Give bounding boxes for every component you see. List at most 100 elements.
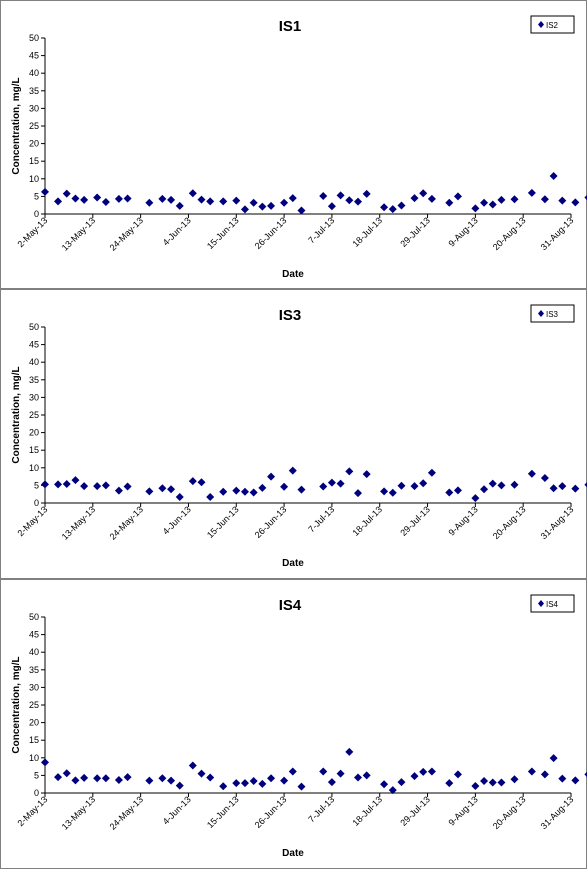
data-point <box>419 767 428 776</box>
data-point <box>297 782 306 791</box>
data-point <box>480 198 489 207</box>
data-point <box>206 197 215 206</box>
data-point <box>93 774 102 783</box>
data-point <box>453 770 462 779</box>
data-point <box>488 778 497 787</box>
data-point <box>497 778 506 787</box>
data-point <box>397 778 406 787</box>
data-point <box>175 493 184 502</box>
data-point <box>101 774 110 783</box>
y-tick-label: 25 <box>29 121 39 131</box>
data-point <box>353 773 362 782</box>
x-tick-label: 18-Jul-13 <box>351 504 385 538</box>
data-point <box>280 198 289 207</box>
data-point <box>197 769 206 778</box>
data-point <box>145 776 154 785</box>
x-tick-label: 4-Jun-13 <box>161 215 193 247</box>
data-point <box>527 767 536 776</box>
data-point <box>297 485 306 494</box>
data-point <box>158 774 167 783</box>
data-point <box>445 779 454 788</box>
legend-entry: IS3 <box>546 310 559 319</box>
data-point <box>114 486 123 495</box>
data-point <box>101 198 110 207</box>
data-point <box>197 195 206 204</box>
data-point <box>288 466 297 475</box>
chart-panel-is4: IS4 0 5 10 15 20 25 30 35 40 45 50 2-May-13 13-May-13… <box>0 579 587 869</box>
data-point <box>353 489 362 498</box>
data-point <box>232 779 241 788</box>
x-tick-label: 13-May-13 <box>60 794 97 831</box>
y-tick-label: 20 <box>29 428 39 438</box>
y-tick-label: 25 <box>29 410 39 420</box>
data-point <box>558 196 567 205</box>
x-axis-label: Date <box>282 848 304 859</box>
data-point <box>480 777 489 786</box>
y-tick-label: 5 <box>34 191 39 201</box>
data-point <box>54 197 63 206</box>
data-point <box>540 474 549 483</box>
y-tick-label: 30 <box>29 682 39 692</box>
data-point <box>319 767 328 776</box>
y-tick-label: 30 <box>29 392 39 402</box>
data-point <box>410 482 419 491</box>
x-tick-label: 2-May-13 <box>15 215 49 249</box>
x-tick-label: 24-May-13 <box>108 504 145 541</box>
data-point <box>327 478 336 487</box>
x-tick-label: 24-May-13 <box>108 215 145 252</box>
data-point <box>388 488 397 497</box>
data-point <box>219 782 228 791</box>
chart-title: IS1 <box>279 18 302 35</box>
data-point <box>584 482 587 488</box>
x-tick-label: 31-Aug-13 <box>539 794 576 831</box>
data-point <box>336 769 345 778</box>
data-point <box>288 767 297 776</box>
data-point <box>114 194 123 203</box>
data-point <box>249 488 258 497</box>
chart-svg: IS3 0 5 10 15 20 25 30 35 40 45 50 2-May-13 13-May-13… <box>11 304 587 569</box>
data-point <box>410 772 419 781</box>
y-tick-label: 15 <box>29 445 39 455</box>
y-tick-label: 20 <box>29 718 39 728</box>
data-point <box>71 476 80 485</box>
data-point <box>167 776 176 785</box>
data-point <box>54 480 63 489</box>
x-tick-label: 18-Jul-13 <box>351 794 385 828</box>
data-point <box>388 205 397 214</box>
chart-panel-is3: IS3 0 5 10 15 20 25 30 35 40 45 50 2-May-13 13-May-13… <box>0 289 587 579</box>
y-tick-label: 10 <box>29 753 39 763</box>
data-point <box>336 191 345 200</box>
x-axis-label: Date <box>282 558 304 569</box>
y-tick-label: 5 <box>34 480 39 490</box>
data-point <box>497 195 506 204</box>
data-point <box>145 487 154 496</box>
y-tick-label: 15 <box>29 735 39 745</box>
data-point <box>527 469 536 478</box>
y-axis-label: Concentration, mg/L <box>11 366 22 463</box>
x-tick-label: 7-Jul-13 <box>306 215 336 245</box>
data-point <box>549 484 558 493</box>
data-point <box>445 198 454 207</box>
x-tick-label: 15-Jun-13 <box>205 504 241 540</box>
data-point <box>123 482 132 491</box>
x-tick-label: 2-May-13 <box>15 504 49 538</box>
legend-marker-icon <box>538 21 544 28</box>
y-tick-label: 40 <box>29 68 39 78</box>
y-tick-label: 15 <box>29 156 39 166</box>
data-point <box>558 482 567 491</box>
data-point <box>62 769 71 778</box>
x-tick-label: 13-May-13 <box>60 215 97 252</box>
data-point <box>123 194 132 203</box>
x-tick-label: 4-Jun-13 <box>161 504 193 536</box>
x-tick-label: 24-May-13 <box>108 794 145 831</box>
legend: IS2 <box>530 15 575 34</box>
x-tick-label: 31-Aug-13 <box>539 215 576 252</box>
data-point <box>71 776 80 785</box>
y-tick-label: 50 <box>29 322 39 332</box>
legend: IS4 <box>530 594 575 613</box>
x-tick-label: 9-Aug-13 <box>447 215 480 248</box>
data-point <box>445 488 454 497</box>
data-point <box>453 192 462 201</box>
data-point <box>397 201 406 210</box>
data-point <box>188 761 197 770</box>
